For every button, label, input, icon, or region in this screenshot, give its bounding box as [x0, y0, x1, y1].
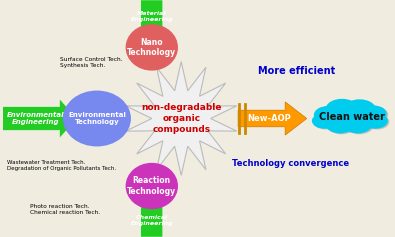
Text: non-degradable
organic
compounds: non-degradable organic compounds — [141, 103, 222, 134]
Circle shape — [364, 114, 387, 128]
Polygon shape — [130, 171, 173, 237]
Circle shape — [312, 114, 336, 128]
Text: More efficient: More efficient — [258, 66, 335, 76]
Text: Photo reaction Tech.
Chemical reaction Tech.: Photo reaction Tech. Chemical reaction T… — [30, 204, 100, 215]
Circle shape — [328, 117, 356, 134]
Polygon shape — [126, 62, 237, 175]
Circle shape — [346, 117, 373, 134]
Polygon shape — [130, 0, 173, 66]
Circle shape — [363, 107, 387, 122]
Circle shape — [314, 107, 342, 123]
Circle shape — [361, 106, 386, 121]
Text: Environmental
Engineering: Environmental Engineering — [8, 112, 65, 125]
Circle shape — [345, 100, 374, 118]
Text: Chemical
Engineering: Chemical Engineering — [130, 215, 173, 226]
Text: Nano
Technology: Nano Technology — [127, 38, 176, 57]
Circle shape — [316, 108, 344, 124]
Circle shape — [365, 115, 389, 129]
Circle shape — [328, 100, 359, 119]
Ellipse shape — [126, 25, 177, 70]
Circle shape — [326, 100, 358, 118]
Text: Wastewater Treatment Tech.
Degradation of Organic Pollutants Tech.: Wastewater Treatment Tech. Degradation o… — [7, 160, 116, 171]
Text: Clean water: Clean water — [319, 112, 385, 122]
Text: Technology convergence: Technology convergence — [232, 159, 349, 168]
Circle shape — [344, 116, 371, 133]
Text: New-AOP: New-AOP — [247, 114, 291, 123]
Circle shape — [314, 115, 338, 129]
Polygon shape — [3, 99, 77, 138]
Text: Surface Control Tech.
Synthesis Tech.: Surface Control Tech. Synthesis Tech. — [60, 57, 122, 68]
Ellipse shape — [64, 91, 130, 146]
Circle shape — [346, 101, 376, 119]
Text: Material
Engineering: Material Engineering — [130, 11, 173, 22]
Polygon shape — [238, 102, 307, 135]
Circle shape — [326, 116, 354, 133]
Text: Reaction
Technology: Reaction Technology — [127, 176, 176, 196]
Ellipse shape — [126, 164, 177, 209]
Text: Environmental
Technology: Environmental Technology — [68, 112, 126, 125]
